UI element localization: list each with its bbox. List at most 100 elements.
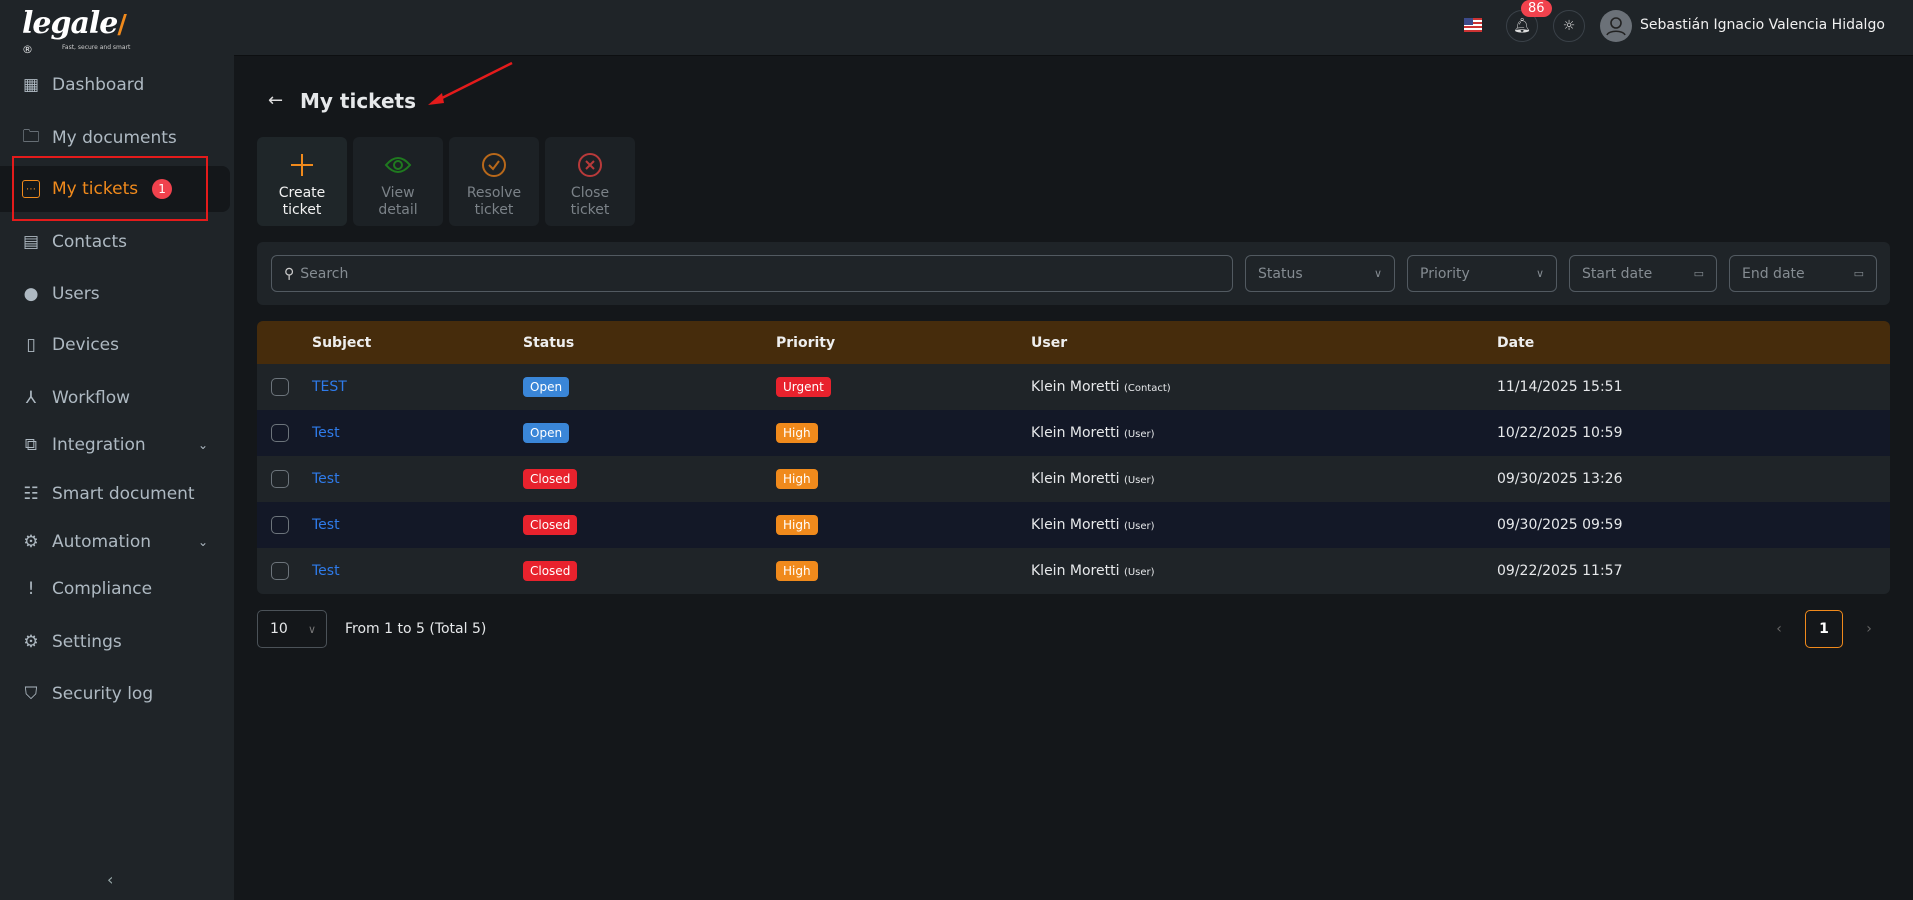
view-detail-button[interactable]: View detail — [353, 137, 443, 226]
contacts-icon: ▤ — [22, 232, 40, 252]
brand-tagline: Fast, secure and smart — [62, 44, 131, 51]
ticket-subject-link[interactable]: TEST — [312, 379, 347, 395]
sidebar-item-contacts[interactable]: ▤ Contacts — [0, 219, 230, 265]
avatar[interactable] — [1600, 10, 1632, 42]
user-name: Klein Moretti — [1031, 379, 1120, 395]
chevron-down-icon: ∨ — [307, 622, 316, 636]
priority-badge: High — [776, 423, 818, 443]
table-row[interactable]: TEST Open Urgent Klein Moretti (Contact)… — [257, 364, 1890, 410]
us-flag-language-icon[interactable] — [1464, 18, 1482, 32]
dashboard-icon: ▦ — [22, 75, 40, 95]
row-checkbox[interactable] — [271, 424, 289, 442]
ticket-subject-link[interactable]: Test — [312, 471, 340, 487]
sidebar-item-devices[interactable]: ▯ Devices — [0, 322, 230, 368]
page-title: My tickets — [300, 89, 416, 113]
row-checkbox[interactable] — [271, 516, 289, 534]
sidebar: legale/® Fast, secure and smart ▦ Dashbo… — [0, 0, 234, 900]
row-checkbox[interactable] — [271, 470, 289, 488]
column-priority[interactable]: Priority — [776, 334, 836, 351]
device-icon: ▯ — [26, 335, 36, 355]
ticket-subject-link[interactable]: Test — [312, 563, 340, 579]
row-checkbox[interactable] — [271, 378, 289, 396]
sidebar-item-settings[interactable]: ⚙ Settings — [0, 619, 230, 665]
column-date[interactable]: Date — [1497, 334, 1535, 351]
user-name: Klein Moretti — [1031, 563, 1120, 579]
sidebar-item-users[interactable]: ● Users — [0, 271, 230, 317]
next-page-button[interactable]: › — [1866, 621, 1872, 637]
status-placeholder: Status — [1258, 265, 1303, 282]
user-icon — [1606, 17, 1626, 36]
ticket-message-icon: ⋯ — [22, 180, 40, 198]
action-label: View detail — [378, 185, 418, 218]
user-role: (User) — [1123, 521, 1155, 532]
sidebar-item-security-log[interactable]: ⛉ Security log — [0, 671, 230, 717]
sidebar-item-integration[interactable]: ⧉ Integration ⌄ — [0, 422, 230, 468]
ticket-date: 09/22/2025 11:57 — [1497, 563, 1623, 579]
status-badge: Open — [523, 377, 570, 397]
folder-icon: 🗀 — [22, 126, 40, 147]
user-role: (User) — [1123, 475, 1155, 486]
bell-icon: 🔔︎ — [1513, 18, 1531, 34]
status-select[interactable]: Status ∨ — [1245, 255, 1395, 292]
table-row[interactable]: Test Closed High Klein Moretti (User) 09… — [257, 456, 1890, 502]
sidebar-item-workflow[interactable]: ⅄ Workflow — [0, 375, 230, 421]
page-1-button[interactable]: 1 — [1805, 610, 1843, 648]
theme-toggle-button[interactable]: ☼ — [1553, 10, 1585, 42]
ticket-subject-link[interactable]: Test — [312, 425, 340, 441]
annotation-arrow — [428, 61, 513, 105]
resolve-ticket-button[interactable]: Resolve ticket — [449, 137, 539, 226]
plus-icon — [257, 145, 347, 185]
sidebar-item-label: Smart document — [52, 484, 195, 504]
ticket-date: 11/14/2025 15:51 — [1497, 379, 1623, 395]
user-name[interactable]: Sebastián Ignacio Valencia Hidalgo — [1640, 17, 1885, 33]
column-status[interactable]: Status — [523, 334, 575, 351]
ticket-date: 09/30/2025 13:26 — [1497, 471, 1623, 487]
priority-badge: High — [776, 469, 818, 489]
sidebar-item-compliance[interactable]: ! Compliance — [0, 566, 230, 612]
priority-placeholder: Priority — [1420, 265, 1470, 282]
column-user[interactable]: User — [1031, 334, 1068, 351]
create-ticket-button[interactable]: Create ticket — [257, 137, 347, 226]
action-label: Close ticket — [570, 185, 610, 218]
sidebar-item-dashboard[interactable]: ▦ Dashboard — [0, 62, 230, 108]
top-bar — [234, 0, 1913, 56]
status-badge: Closed — [523, 561, 578, 581]
chevron-down-icon: ⌄ — [197, 438, 208, 452]
end-date-input[interactable]: End date ▭ — [1729, 255, 1877, 292]
pagination-range: From 1 to 5 (Total 5) — [345, 621, 487, 637]
sidebar-item-label: My documents — [52, 128, 177, 148]
table-row[interactable]: Test Closed High Klein Moretti (User) 09… — [257, 548, 1890, 594]
prev-page-button[interactable]: ‹ — [1776, 621, 1782, 637]
table-row[interactable]: Test Closed High Klein Moretti (User) 09… — [257, 502, 1890, 548]
priority-select[interactable]: Priority ∨ — [1407, 255, 1557, 292]
shield-check-icon: ⛉ — [24, 684, 38, 704]
ticket-date: 09/30/2025 09:59 — [1497, 517, 1623, 533]
page-size-select[interactable]: 10 ∨ — [257, 610, 327, 648]
search-input[interactable]: ⚲ Search — [271, 255, 1233, 292]
back-arrow-icon[interactable]: ← — [268, 90, 284, 111]
sidebar-item-smart-document[interactable]: ☷ Smart document — [0, 471, 230, 517]
start-date-input[interactable]: Start date ▭ — [1569, 255, 1717, 292]
sidebar-item-label: Automation — [52, 532, 152, 552]
check-circle-icon — [449, 145, 539, 185]
user-name: Klein Moretti — [1031, 471, 1120, 487]
close-ticket-button[interactable]: Close ticket — [545, 137, 635, 226]
collapse-sidebar-button[interactable]: ‹ — [107, 870, 114, 889]
sidebar-item-label: Users — [52, 284, 100, 304]
ticket-subject-link[interactable]: Test — [312, 517, 340, 533]
sidebar-item-my-documents[interactable]: 🗀 My documents — [0, 115, 230, 161]
sidebar-item-my-tickets[interactable]: ⋯ My tickets 1 — [0, 166, 230, 212]
chevron-down-icon: ∨ — [1535, 267, 1544, 280]
row-checkbox[interactable] — [271, 562, 289, 580]
table-row[interactable]: Test Open High Klein Moretti (User) 10/2… — [257, 410, 1890, 456]
action-label: Resolve ticket — [466, 185, 522, 218]
column-subject[interactable]: Subject — [312, 334, 372, 351]
search-placeholder: Search — [300, 265, 349, 282]
start-date-placeholder: Start date — [1582, 265, 1653, 282]
ticket-date: 10/22/2025 10:59 — [1497, 425, 1623, 441]
logo[interactable]: legale/® Fast, secure and smart — [22, 6, 131, 56]
priority-badge: High — [776, 515, 818, 535]
sidebar-item-label: My tickets — [52, 179, 139, 199]
calendar-icon: ▭ — [1693, 267, 1704, 280]
sidebar-item-automation[interactable]: ⚙ Automation ⌄ — [0, 519, 230, 565]
